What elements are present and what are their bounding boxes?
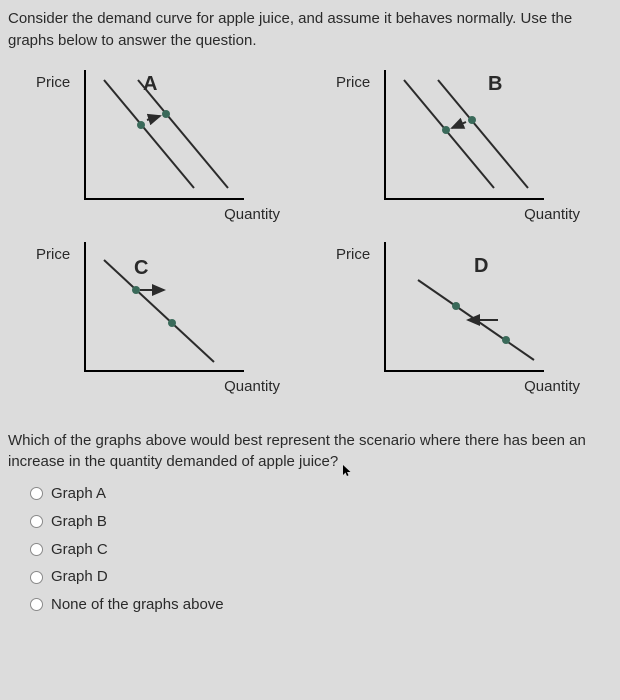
point-2 (502, 336, 510, 344)
demand-line-2 (438, 80, 528, 188)
plot-area-c (84, 242, 244, 372)
radio-icon[interactable] (30, 571, 43, 584)
x-axis-label: Quantity (524, 376, 580, 398)
x-axis-label: Quantity (224, 204, 280, 226)
y-axis-label: Price (336, 72, 370, 94)
demand-line (104, 260, 214, 362)
point-1 (137, 121, 145, 129)
shift-arrow (147, 116, 160, 120)
option-c[interactable]: Graph C (30, 539, 608, 561)
chart-svg-d (386, 242, 546, 372)
radio-icon[interactable] (30, 487, 43, 500)
x-axis-label: Quantity (524, 204, 580, 226)
radio-icon[interactable] (30, 598, 43, 611)
shift-arrow (452, 122, 466, 128)
radio-icon[interactable] (30, 543, 43, 556)
plot-area-d (384, 242, 544, 372)
demand-line-1 (404, 80, 494, 188)
demand-line-1 (104, 80, 194, 188)
graph-d: Price D Quantity (338, 242, 608, 402)
question-text: Which of the graphs above would best rep… (8, 430, 608, 474)
point-1 (442, 126, 450, 134)
chart-svg-b (386, 70, 546, 200)
option-label: Graph B (51, 511, 107, 533)
option-d[interactable]: Graph D (30, 566, 608, 588)
option-label: Graph A (51, 483, 106, 505)
option-label: None of the graphs above (51, 594, 224, 616)
plot-area-a (84, 70, 244, 200)
graphs-grid: Price A Quantity Price B (8, 70, 608, 402)
chart-svg-a (86, 70, 246, 200)
graph-a: Price A Quantity (38, 70, 308, 230)
point-1 (452, 302, 460, 310)
point-2 (162, 110, 170, 118)
option-b[interactable]: Graph B (30, 511, 608, 533)
chart-svg-c (86, 242, 246, 372)
point-2 (468, 116, 476, 124)
question-span: Which of the graphs above would best rep… (8, 432, 586, 471)
plot-area-b (384, 70, 544, 200)
option-label: Graph C (51, 539, 108, 561)
graph-c: Price C Quantity (38, 242, 308, 402)
y-axis-label: Price (36, 244, 70, 266)
radio-icon[interactable] (30, 515, 43, 528)
graph-b: Price B Quantity (338, 70, 608, 230)
point-1 (132, 286, 140, 294)
x-axis-label: Quantity (224, 376, 280, 398)
options-list: Graph A Graph B Graph C Graph D None of … (8, 483, 608, 616)
option-label: Graph D (51, 566, 108, 588)
intro-text: Consider the demand curve for apple juic… (8, 8, 608, 52)
option-a[interactable]: Graph A (30, 483, 608, 505)
y-axis-label: Price (336, 244, 370, 266)
option-none[interactable]: None of the graphs above (30, 594, 608, 616)
demand-line-2 (138, 80, 228, 188)
y-axis-label: Price (36, 72, 70, 94)
point-2 (168, 319, 176, 327)
